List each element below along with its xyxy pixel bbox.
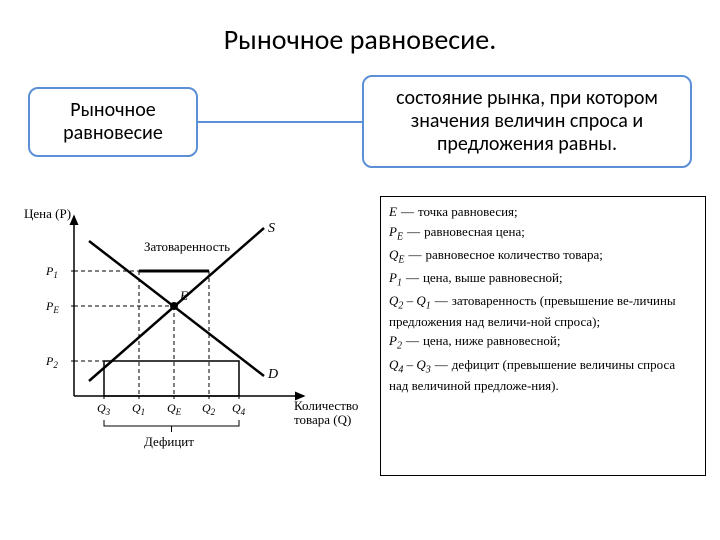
- svg-text:Количество: Количество: [294, 398, 358, 413]
- legend-row: E—точка равновесия;: [389, 203, 697, 221]
- svg-text:P2: P2: [45, 354, 58, 370]
- concept-term-box: Рыночное равновесие: [28, 87, 198, 157]
- legend-row: PE—равновесная цена;: [389, 223, 697, 244]
- legend-row: QE—равновесное количество товара;: [389, 246, 697, 267]
- svg-text:E: E: [179, 288, 188, 303]
- connector-line: [198, 121, 362, 123]
- svg-text:Цена (P): Цена (P): [24, 206, 71, 221]
- legend-row: P1—цена, выше равновесной;: [389, 269, 697, 290]
- svg-text:Q1: Q1: [132, 401, 145, 417]
- legend-panel: E—точка равновесия;PE—равновесная цена;Q…: [380, 196, 706, 476]
- svg-text:Дефицит: Дефицит: [144, 434, 194, 449]
- concept-row: Рыночное равновесие состояние рынка, при…: [0, 75, 720, 168]
- svg-text:D: D: [267, 367, 278, 382]
- legend-row: Q4 – Q3—дефицит (превышение величины спр…: [389, 356, 697, 395]
- svg-text:P1: P1: [45, 264, 58, 280]
- svg-text:Q2: Q2: [202, 401, 216, 417]
- equilibrium-chart: Цена (P) Количествотовара (Q) S D Затоваренн…: [14, 196, 364, 476]
- concept-definition-box: состояние рынка, при котором значения ве…: [362, 75, 692, 168]
- svg-text:товара (Q): товара (Q): [294, 412, 351, 427]
- legend-row: Q2 – Q1—затоваренность (превышение ве-ли…: [389, 292, 697, 331]
- svg-text:Q4: Q4: [232, 401, 246, 417]
- legend-row: P2—цена, ниже равновесной;: [389, 332, 697, 353]
- page-title: Рыночное равновесие.: [0, 0, 720, 75]
- svg-text:Q3: Q3: [97, 401, 111, 417]
- svg-text:PE: PE: [45, 299, 59, 315]
- svg-text:Затоваренность: Затоваренность: [144, 239, 230, 254]
- svg-text:QE: QE: [167, 401, 182, 417]
- svg-text:S: S: [268, 221, 275, 236]
